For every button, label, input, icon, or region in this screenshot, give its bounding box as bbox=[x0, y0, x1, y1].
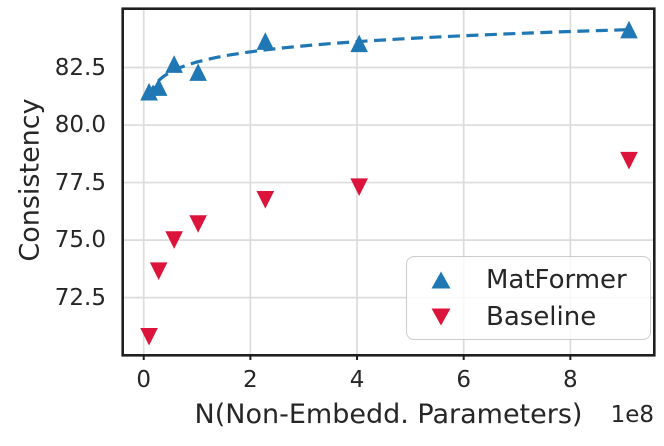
legend-label-baseline: Baseline bbox=[486, 301, 597, 332]
trend-line-matformer bbox=[147, 28, 630, 98]
legend-label-matformer: MatFormer bbox=[486, 264, 627, 295]
baseline-marker-glyph bbox=[431, 308, 451, 325]
x-tick-label: 2 bbox=[243, 367, 258, 393]
legend-item-baseline: Baseline bbox=[407, 298, 650, 335]
baseline-data-point bbox=[149, 262, 168, 280]
y-tick-label: 82.5 bbox=[54, 54, 106, 81]
y-tick-label: 80.0 bbox=[54, 112, 106, 139]
x-tick-label: 6 bbox=[456, 367, 472, 393]
y-tick-label: 72.5 bbox=[54, 284, 106, 311]
legend: MatFormer Baseline bbox=[406, 256, 651, 340]
legend-item-matformer: MatFormer bbox=[407, 261, 650, 298]
plot-border bbox=[121, 7, 656, 357]
matformer-data-point bbox=[620, 20, 638, 39]
baseline-data-point bbox=[620, 151, 638, 170]
baseline-data-point bbox=[350, 178, 368, 196]
x-axis-title: N(Non-Embedd. Parameters) bbox=[194, 399, 583, 430]
matformer-data-point bbox=[256, 32, 275, 50]
baseline-data-point bbox=[165, 231, 183, 249]
x-tick-label: 4 bbox=[349, 367, 365, 393]
y-tick-label: 75.0 bbox=[54, 227, 106, 254]
matformer-data-point bbox=[140, 82, 158, 101]
triangle-down-icon bbox=[431, 308, 451, 325]
triangle-up-icon bbox=[431, 271, 451, 288]
y-axis-title: Consistency bbox=[14, 98, 46, 262]
matformer-data-point bbox=[149, 78, 168, 96]
baseline-data-point bbox=[140, 327, 158, 346]
baseline-data-point bbox=[256, 191, 275, 209]
matformer-data-point bbox=[350, 34, 368, 53]
matformer-marker-glyph bbox=[431, 271, 451, 288]
x-tick-label: 8 bbox=[563, 367, 578, 393]
baseline-data-point bbox=[189, 215, 207, 233]
y-tick-label: 77.5 bbox=[54, 169, 106, 196]
x-tick-label: 0 bbox=[136, 367, 152, 393]
x-axis-offset-label: 1e8 bbox=[610, 402, 654, 428]
matformer-data-point bbox=[165, 55, 183, 73]
matformer-data-point bbox=[189, 63, 207, 81]
